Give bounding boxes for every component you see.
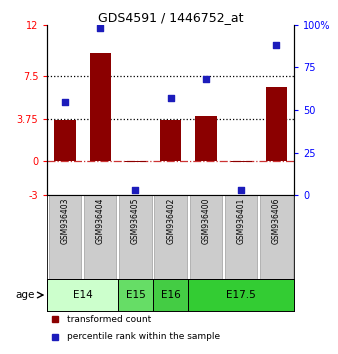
Bar xyxy=(154,195,187,279)
Bar xyxy=(231,161,252,162)
Text: GSM936405: GSM936405 xyxy=(131,198,140,245)
Text: age: age xyxy=(16,290,35,300)
Point xyxy=(239,188,244,193)
Text: percentile rank within the sample: percentile rank within the sample xyxy=(67,332,220,341)
Text: GSM936402: GSM936402 xyxy=(166,198,175,244)
Point xyxy=(133,188,138,193)
Text: GSM936401: GSM936401 xyxy=(237,198,246,244)
Bar xyxy=(47,279,118,311)
Text: GSM936400: GSM936400 xyxy=(201,198,211,245)
Bar xyxy=(153,279,188,311)
Point xyxy=(168,95,173,101)
Point xyxy=(203,76,209,82)
Text: E16: E16 xyxy=(161,290,180,300)
Bar xyxy=(90,53,111,161)
Bar xyxy=(160,120,181,161)
Bar xyxy=(195,116,217,161)
Bar xyxy=(84,195,116,279)
Bar xyxy=(190,195,222,279)
Bar xyxy=(266,87,287,161)
Bar xyxy=(49,195,81,279)
Text: transformed count: transformed count xyxy=(67,315,151,324)
Bar xyxy=(225,195,258,279)
Text: E14: E14 xyxy=(73,290,93,300)
Title: GDS4591 / 1446752_at: GDS4591 / 1446752_at xyxy=(98,11,243,24)
Point xyxy=(62,99,68,104)
Bar xyxy=(54,120,75,161)
Text: GSM936404: GSM936404 xyxy=(96,198,105,245)
Point xyxy=(97,25,103,31)
Text: E15: E15 xyxy=(125,290,145,300)
Bar xyxy=(118,279,153,311)
Bar xyxy=(188,279,294,311)
Bar xyxy=(119,195,152,279)
Text: GSM936403: GSM936403 xyxy=(61,198,69,245)
Text: GSM936406: GSM936406 xyxy=(272,198,281,245)
Bar xyxy=(260,195,293,279)
Point xyxy=(274,42,279,48)
Text: E17.5: E17.5 xyxy=(226,290,256,300)
Bar xyxy=(125,161,146,162)
